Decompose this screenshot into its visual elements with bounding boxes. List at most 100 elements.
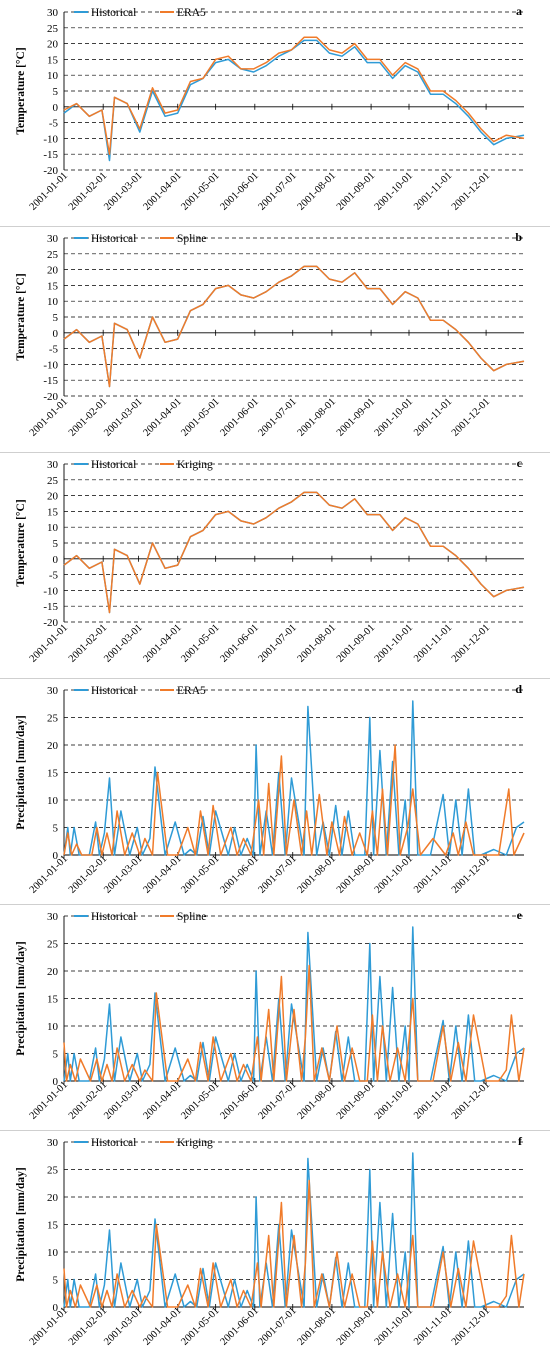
x-tick-label: 2001-11-01	[412, 396, 454, 438]
y-axis-title: Temperature [°C]	[15, 499, 27, 586]
panel-label: e	[517, 908, 523, 922]
chart-svg-c: -20 -15 -10 -5 0 5 10 15 20 25 30 Temperature [°C] 2…	[15, 456, 525, 665]
x-tick-label: 2001-10-01	[373, 622, 415, 664]
y-tick-label: 30	[47, 1137, 59, 1149]
panel-label: c	[517, 456, 523, 470]
y-tick-label: -15	[43, 601, 58, 613]
y-tick-label: 20	[47, 265, 59, 277]
x-tick-label: 2001-05-01	[179, 622, 221, 664]
y-axis-title: Precipitation [mm/day]	[15, 941, 27, 1055]
x-tick-label: 2001-12-01	[450, 170, 492, 212]
x-tick-label: 2001-12-01	[450, 1079, 492, 1121]
y-tick-label: 10	[47, 70, 59, 82]
y-tick-label: 30	[47, 685, 59, 697]
x-tick-label: 2001-08-01	[296, 622, 338, 664]
y-tick-label: 0	[53, 102, 59, 114]
y-tick-label: 25	[47, 713, 59, 725]
legend-label: Kriging	[177, 459, 213, 471]
x-tick-label: 2001-04-01	[141, 396, 183, 438]
x-tick-label: 2001-08-01	[296, 853, 338, 895]
x-tick-label: 2001-11-01	[412, 853, 454, 895]
series-line-spline	[63, 265, 525, 388]
y-tick-label: 15	[47, 768, 59, 780]
chart-panel-c: -20 -15 -10 -5 0 5 10 15 20 25 30 Temperature [°C] 2…	[0, 452, 550, 678]
x-tick-label: 2001-01-01	[28, 853, 70, 895]
y-tick-label: 5	[53, 312, 59, 324]
x-tick-label: 2001-03-01	[102, 622, 144, 664]
y-tick-label: 0	[53, 1302, 59, 1314]
chart-panel-a: -20 -15 -10 -5 0 5 10 15 20 25 30 Temperature [°C] 2…	[0, 0, 550, 226]
chart-svg-e: 0 5 10 15 20 25 30 Precipitation [mm/day] 2001-0…	[15, 908, 525, 1122]
panel-label: d	[515, 682, 522, 696]
y-tick-label: -5	[49, 118, 59, 130]
legend-label: ERA5	[177, 7, 206, 19]
y-tick-label: 10	[47, 522, 59, 534]
y-tick-label: 25	[47, 249, 59, 261]
y-tick-label: 10	[47, 1247, 59, 1259]
series-line-kriging	[63, 1179, 525, 1308]
y-tick-label: 0	[53, 328, 59, 340]
y-tick-label: 20	[47, 1192, 59, 1204]
x-tick-label: 2001-07-01	[256, 853, 298, 895]
y-tick-label: -20	[43, 391, 58, 403]
y-axis-title: Temperature [°C]	[15, 47, 27, 134]
panel-label: b	[515, 230, 522, 244]
series-line-historical	[63, 491, 525, 614]
y-tick-label: 5	[53, 538, 59, 550]
x-tick-label: 2001-06-01	[219, 396, 261, 438]
x-tick-label: 2001-07-01	[256, 170, 298, 212]
y-tick-label: 5	[53, 1049, 59, 1061]
x-tick-label: 2001-07-01	[256, 622, 298, 664]
chart-svg-d: 0 5 10 15 20 25 30 Precipitation [mm/day] 2001-0…	[15, 682, 525, 896]
legend-label: Spline	[177, 911, 206, 923]
chart-panel-e: 0 5 10 15 20 25 30 Precipitation [mm/day] 2001-0…	[0, 904, 550, 1130]
chart-svg-b: -20 -15 -10 -5 0 5 10 15 20 25 30 Temperature [°C] 2…	[15, 230, 525, 439]
y-tick-label: 25	[47, 23, 59, 35]
x-tick-label: 2001-08-01	[296, 1079, 338, 1121]
x-tick-label: 2001-10-01	[373, 170, 415, 212]
x-tick-label: 2001-12-01	[450, 396, 492, 438]
y-tick-label: 10	[47, 795, 59, 807]
legend-label: Historical	[91, 685, 136, 697]
legend-label: Historical	[91, 1137, 136, 1149]
legend-label: Historical	[91, 459, 136, 471]
x-tick-label: 2001-05-01	[179, 396, 221, 438]
x-tick-label: 2001-11-01	[412, 1079, 454, 1121]
x-tick-label: 2001-07-01	[256, 1079, 298, 1121]
series-line-historical	[63, 700, 525, 856]
x-tick-label: 2001-06-01	[219, 170, 261, 212]
legend-label: Historical	[91, 7, 136, 19]
x-tick-label: 2001-12-01	[450, 853, 492, 895]
x-tick-label: 2001-11-01	[412, 1305, 454, 1347]
y-tick-label: 20	[47, 491, 59, 503]
y-tick-label: -15	[43, 149, 58, 161]
legend-label: Spline	[177, 233, 206, 245]
x-tick-label: 2001-09-01	[335, 396, 377, 438]
x-tick-label: 2001-03-01	[102, 396, 144, 438]
x-tick-label: 2001-10-01	[373, 1305, 415, 1347]
x-tick-label: 2001-06-01	[219, 622, 261, 664]
y-tick-label: 0	[53, 1076, 59, 1088]
x-tick-label: 2001-09-01	[335, 1305, 377, 1347]
y-tick-label: 25	[47, 939, 59, 951]
x-tick-label: 2001-09-01	[335, 853, 377, 895]
y-tick-label: 30	[47, 459, 59, 471]
chart-panel-d: 0 5 10 15 20 25 30 Precipitation [mm/day] 2001-0…	[0, 678, 550, 904]
x-tick-label: 2001-08-01	[296, 396, 338, 438]
series-line-spline	[63, 964, 525, 1082]
y-tick-label: -10	[43, 359, 58, 371]
y-tick-label: 30	[47, 7, 59, 19]
x-tick-label: 2001-10-01	[373, 853, 415, 895]
legend-label: Kriging	[177, 1137, 213, 1149]
x-tick-label: 2001-04-01	[141, 622, 183, 664]
y-tick-label: 5	[53, 86, 59, 98]
x-tick-label: 2001-04-01	[141, 853, 183, 895]
x-tick-label: 2001-12-01	[450, 1305, 492, 1347]
x-tick-label: 2001-03-01	[102, 170, 144, 212]
y-tick-label: 20	[47, 966, 59, 978]
x-tick-label: 2001-04-01	[141, 1305, 183, 1347]
chart-svg-f: 0 5 10 15 20 25 30 Precipitation [mm/day] 2001-0…	[15, 1134, 525, 1348]
y-tick-label: -15	[43, 375, 58, 387]
y-tick-label: -10	[43, 585, 58, 597]
y-tick-label: 15	[47, 994, 59, 1006]
